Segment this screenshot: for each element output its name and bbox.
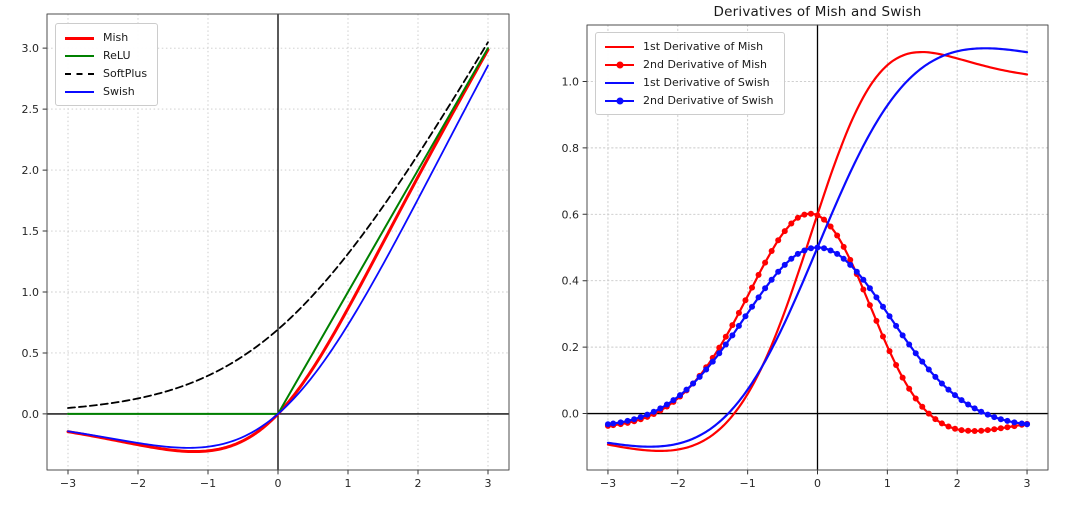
legend-item-label: 1st Derivative of Swish [643, 76, 770, 89]
legend-marker-dot-icon [616, 61, 623, 68]
legend-item: 1st Derivative of Swish [605, 75, 774, 90]
legend-item: 2nd Derivative of Mish [605, 57, 774, 72]
legend-item: Swish [65, 84, 147, 99]
legend-item-label: Mish [103, 31, 129, 44]
legend-item-label: Swish [103, 85, 135, 98]
legend-item-label: 2nd Derivative of Swish [643, 94, 774, 107]
legend-item-label: 2nd Derivative of Mish [643, 58, 768, 71]
legend-item: 2nd Derivative of Swish [605, 93, 774, 108]
legend-item-label: SoftPlus [103, 67, 148, 80]
legend-item-label: 1st Derivative of Mish [643, 40, 764, 53]
right-legend: 1st Derivative of Mish 2nd Derivative of … [595, 32, 785, 115]
legend-item: SoftPlus [65, 66, 147, 81]
legend-marker-dot-icon [616, 97, 623, 104]
legend-item: ReLU [65, 48, 147, 63]
left-legend: Mish ReLU SoftPlus Swish [55, 23, 159, 106]
legend-item: Mish [65, 30, 147, 45]
legend-item-label: ReLU [103, 49, 131, 62]
legend-item: 1st Derivative of Mish [605, 39, 774, 54]
right-chart-title: Derivatives of Mish and Swish [713, 4, 922, 20]
